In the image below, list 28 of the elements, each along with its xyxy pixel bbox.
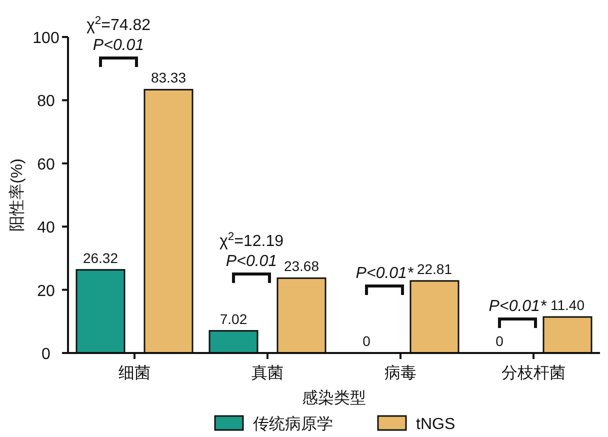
x-tick-label: 分枝杆菌 <box>502 364 566 382</box>
data-label: 11.40 <box>550 296 585 313</box>
data-label: 0 <box>496 333 504 349</box>
annotation: P<0.01 <box>92 37 144 54</box>
annotation: P<0.01 <box>226 253 278 270</box>
y-tick-label: 20 <box>37 282 55 300</box>
data-label: 26.32 <box>82 250 118 266</box>
x-axis-title: 感染类型 <box>302 389 366 407</box>
x-tick-label: 病毒 <box>384 364 416 382</box>
text: χ$^{2}$=74.82 <box>86 15 151 34</box>
annotation: χ$^{2}$=12.19 <box>219 231 284 250</box>
data-label: 83.33 <box>150 70 186 86</box>
data-label: 7.02 <box>220 310 248 327</box>
y-axis-title: 阳性率(%) <box>8 158 26 232</box>
x-tick-label: 细菌 <box>118 364 150 382</box>
data-label: 22.81 <box>416 260 452 277</box>
y-tick-label: 0 <box>42 346 51 363</box>
data-label: 0 <box>362 333 371 349</box>
annotation: P<0.01* <box>488 298 547 315</box>
y-tick-label: 60 <box>37 156 55 174</box>
y-tick-label: 80 <box>37 93 55 110</box>
data-label: 23.68 <box>284 258 320 274</box>
y-tick-label: 100 <box>32 30 60 47</box>
annotation: P<0.01* <box>356 265 414 282</box>
legend-label: 传统病原学 <box>253 415 333 433</box>
x-tick-label: 真菌 <box>252 364 284 382</box>
legend-label: tNGS <box>416 416 456 433</box>
y-tick-label: 40 <box>37 220 55 237</box>
